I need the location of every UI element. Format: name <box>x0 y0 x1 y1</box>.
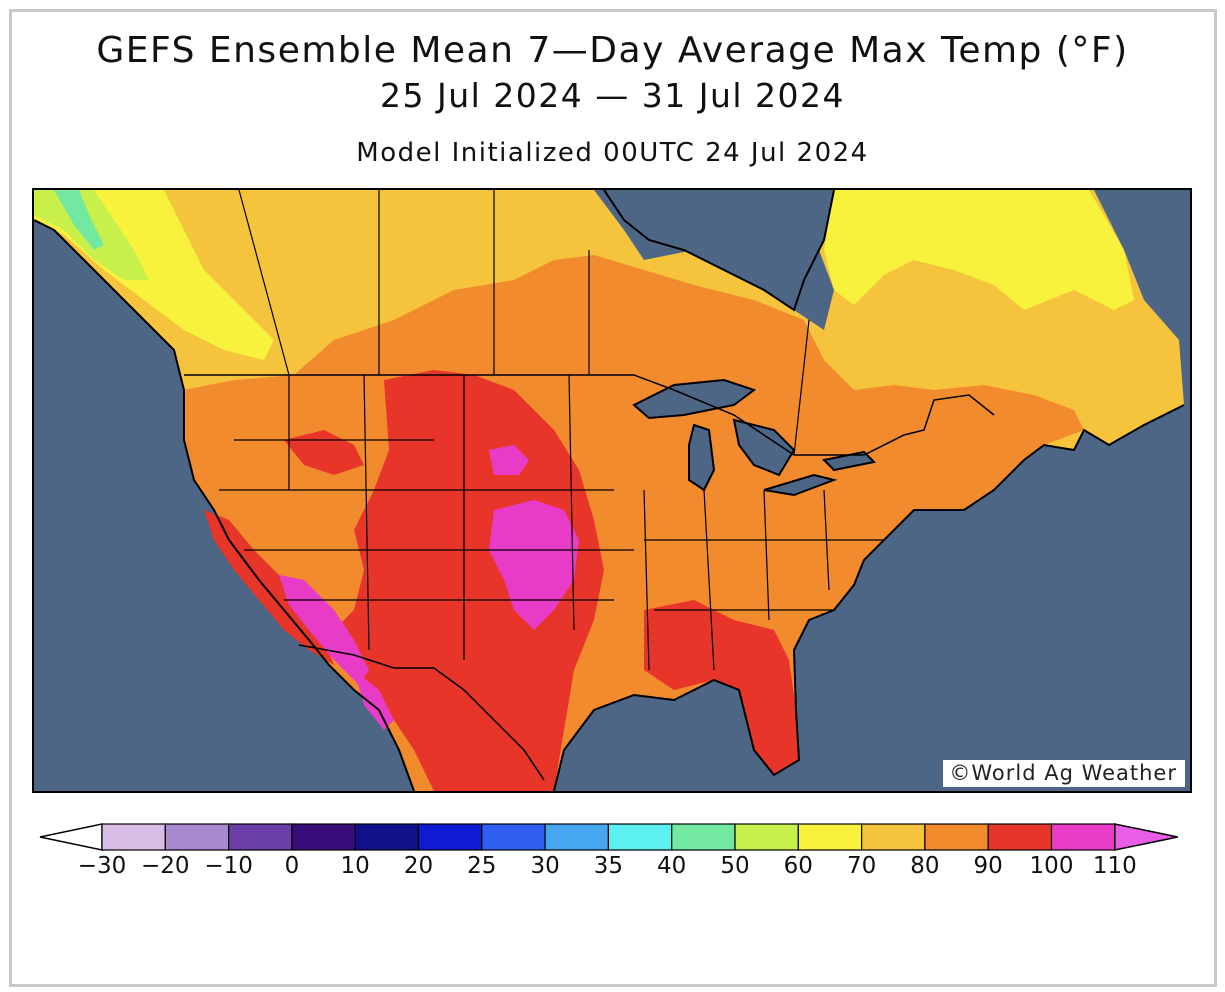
colorbar-tick-label: 110 <box>1093 853 1137 879</box>
model-init-label: Model Initialized 00UTC 24 Jul 2024 <box>356 138 869 168</box>
state-borders <box>219 374 884 671</box>
canada-east-60s <box>824 190 1134 310</box>
colorbar-tick-label: 35 <box>594 853 623 879</box>
colorbar-tick-label: 90 <box>974 853 1003 879</box>
colorbar-tick-label: 0 <box>285 853 300 879</box>
coast-40s <box>54 190 104 250</box>
colorbar-tick-label: 70 <box>847 853 876 879</box>
idaho-90s <box>284 430 364 475</box>
hudson-bay-shore <box>603 190 835 312</box>
colorbar-bin <box>607 823 673 851</box>
southeast-90s <box>644 600 799 775</box>
province-borders <box>238 190 810 456</box>
colorbar-bin <box>417 823 483 851</box>
colorbar-tick-label: 20 <box>404 853 433 879</box>
colorbar-bin <box>797 823 863 851</box>
colorbar-bin <box>291 823 356 851</box>
colorbar-tick-label: 25 <box>467 853 496 879</box>
colorbar-tick-label: 10 <box>341 853 370 879</box>
colorbar-tick-label: 100 <box>1030 853 1074 879</box>
temperature-map: ©World Ag Weather <box>32 188 1192 793</box>
colorbar-bin <box>1050 823 1116 851</box>
dakota-100s <box>489 445 529 475</box>
colorbar-bin <box>924 823 989 851</box>
colorbar-low-arrow <box>39 823 103 851</box>
credit-label: ©World Ag Weather <box>943 760 1185 787</box>
colorbar-tick-label: −30 <box>78 853 127 879</box>
colorbar-tick-label: 40 <box>657 853 686 879</box>
colorbar-bin <box>228 823 293 851</box>
colorbar-bin <box>671 823 736 851</box>
plains-100s <box>489 500 579 630</box>
us-mexico-border <box>298 644 545 781</box>
colorbar-tick-label: 80 <box>910 853 939 879</box>
map-svg <box>34 190 1190 791</box>
plains-90s <box>334 370 604 791</box>
date-range: 25 Jul 2024 — 31 Jul 2024 <box>379 76 846 115</box>
colorbar-high-arrow <box>1114 823 1178 851</box>
us-canada-border <box>184 374 995 456</box>
chart-title: GEFS Ensemble Mean 7—Day Average Max Tem… <box>96 30 1129 71</box>
colorbar-bin <box>354 823 420 851</box>
southwest-100s <box>279 575 369 685</box>
colorbar-tick-label: 60 <box>784 853 813 879</box>
colorbar-bin <box>987 823 1053 851</box>
colorbar-tick-label: 50 <box>720 853 749 879</box>
lake-huron <box>732 418 796 477</box>
colorbar-labels: −30 −20 −10 0 10 20 25 30 35 40 50 60 70 80 90 100 110 <box>78 853 1137 879</box>
colorbar-bin <box>860 823 926 851</box>
colorbar-tick-label: −10 <box>204 853 253 879</box>
lake-erie <box>763 473 838 497</box>
hudson-bay <box>604 190 834 310</box>
colorbar-bin <box>544 823 609 851</box>
colorbar-bin <box>734 823 799 851</box>
colorbar-bin <box>481 823 546 851</box>
colorbar-bin <box>101 823 166 851</box>
colorbar-bins <box>39 823 1178 851</box>
baja-100s <box>354 670 394 730</box>
coastline <box>34 219 415 791</box>
colorbar-tick-label: 30 <box>530 853 559 879</box>
colorbar-bin <box>164 823 230 851</box>
colorbar-tick-label: −20 <box>141 853 190 879</box>
